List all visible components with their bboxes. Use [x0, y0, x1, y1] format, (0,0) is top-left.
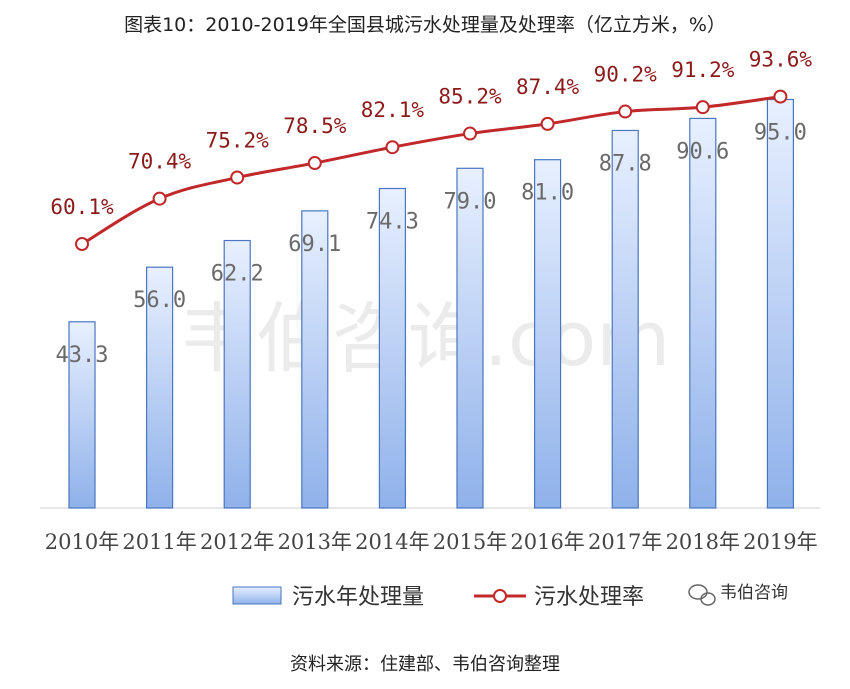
bar-label-1: 56.0 [133, 288, 186, 313]
rate-point-1 [152, 191, 167, 206]
wechat-logo-icon [688, 584, 716, 606]
rate-label-4: 82.1% [361, 98, 425, 122]
bar-0 [68, 321, 96, 509]
bar-label-5: 79.0 [444, 189, 497, 214]
legend-line-label: 污水处理率 [534, 585, 644, 610]
legend-line-marker [493, 589, 507, 603]
x-tick-label-6: 2016年 [510, 530, 584, 554]
brand-name: 韦伯咨询 [720, 583, 788, 603]
bar-6 [533, 159, 562, 509]
x-tick-label-4: 2014年 [355, 530, 429, 554]
rate-label-8: 91.2% [671, 58, 735, 82]
bar-label-8: 90.6 [676, 139, 729, 164]
rate-label-3: 78.5% [283, 114, 347, 138]
rate-label-0: 60.1% [50, 195, 114, 219]
rate-point-2 [230, 170, 245, 185]
x-tick-label-5: 2015年 [433, 530, 507, 554]
rate-point-8 [695, 100, 710, 115]
source-note: 资料来源：住建部、韦伯咨询整理 [290, 654, 560, 675]
line-layer: 60.1% 70.4% 75.2% 78.5% 82.1% 85.2% 87.4% 90.2%… [50, 48, 813, 251]
rate-point-5 [463, 126, 477, 141]
rate-label-6: 87.4% [516, 75, 580, 99]
rate-point-6 [540, 116, 555, 131]
bar-1 [146, 266, 174, 509]
chart-title: 图表10：2010-2019年全国县城污水处理量及处理率（亿立方米，%） [124, 14, 726, 36]
bar-label-6: 81.0 [521, 181, 574, 206]
bar-7 [611, 129, 639, 509]
bar-label-3: 69.1 [288, 232, 341, 257]
watermark-text: 韦伯咨询.com [180, 294, 670, 383]
rate-point-4 [385, 140, 400, 155]
x-tick-label-9: 2019年 [743, 530, 817, 554]
x-tick-label-7: 2017年 [588, 530, 662, 554]
bar-4 [378, 187, 406, 509]
rate-label-1: 70.4% [128, 150, 192, 174]
bar-5 [456, 167, 484, 509]
legend-bar-swatch [232, 586, 282, 605]
rate-label-9: 93.6% [749, 48, 813, 72]
legend-bar-label: 污水年处理量 [292, 585, 424, 610]
rate-label-2: 75.2% [206, 129, 270, 153]
x-tick-label-0: 2010年 [45, 530, 119, 554]
bars-layer: 43.3 56.0 62.2 69.1 74.3 79.0 81.0 87.8 90.6 95.0 [56, 98, 807, 509]
bar-8 [689, 117, 717, 509]
x-tick-label-3: 2013年 [278, 530, 352, 554]
rate-series-line [81, 95, 781, 246]
x-tick-label-2: 2012年 [200, 530, 274, 554]
bar-2 [223, 239, 251, 509]
x-axis-ticks: 2010年 2011年 2012年 2013年 2014年 2015年 2016年 2017年… [45, 530, 818, 554]
legend: 污水年处理量 污水处理率 韦伯咨询 [232, 583, 788, 610]
bar-label-0: 43.3 [56, 343, 109, 368]
x-tick-label-1: 2011年 [122, 530, 196, 554]
rate-point-9 [773, 89, 788, 104]
x-tick-label-8: 2018年 [666, 530, 740, 554]
rate-point-0 [75, 237, 89, 251]
bar-label-2: 62.2 [211, 262, 264, 287]
rate-point-7 [618, 104, 633, 119]
bar-9 [766, 98, 795, 509]
bar-label-9: 95.0 [754, 121, 807, 146]
bar-label-7: 87.8 [599, 151, 652, 176]
bar-label-4: 74.3 [366, 210, 419, 235]
rate-label-7: 90.2% [594, 63, 658, 87]
rate-label-5: 85.2% [438, 85, 502, 109]
rate-point-3 [307, 156, 322, 171]
bar-3 [301, 210, 329, 509]
